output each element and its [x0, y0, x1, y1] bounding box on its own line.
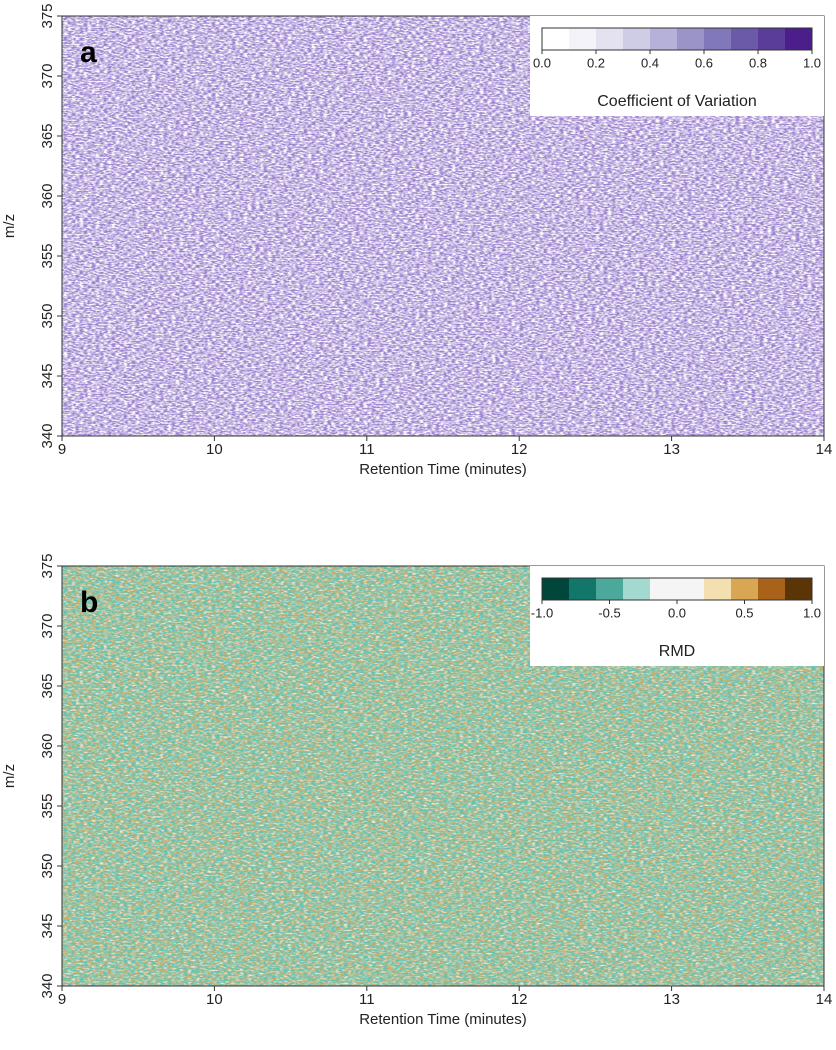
colorbar-bin [569, 578, 597, 600]
colorbar-bin [596, 28, 624, 50]
y-tick-label: 365 [39, 673, 56, 698]
x-tick-label: 11 [359, 991, 375, 1008]
y-tick-label: 340 [39, 973, 56, 998]
panel-label: b [80, 586, 98, 619]
x-tick-label: 14 [816, 441, 833, 458]
y-tick-label: 365 [39, 123, 56, 148]
y-tick-label: 360 [39, 183, 56, 208]
colorbar-bin [785, 578, 813, 600]
y-tick-label: 370 [39, 63, 56, 88]
plot-frame [61, 15, 825, 437]
colorbar-bin [704, 28, 732, 50]
colorbar-label: RMD [659, 643, 695, 660]
x-tick-label: 13 [663, 991, 680, 1008]
colorbar-tick-label: 1.0 [803, 605, 821, 620]
colorbar-bin [731, 28, 759, 50]
colorbar-bin [677, 578, 705, 600]
colorbar-bin [542, 578, 570, 600]
y-tick-label: 350 [39, 853, 56, 878]
colorbar-bin [623, 28, 651, 50]
x-tick-label: 10 [206, 441, 223, 458]
colorbar-tick-label: 0.0 [668, 605, 686, 620]
y-axis-label: m/z [1, 214, 18, 238]
x-axis-label: Retention Time (minutes) [359, 461, 527, 478]
colorbar-bin [731, 578, 759, 600]
y-tick-label: 375 [39, 553, 56, 578]
x-tick-label: 13 [663, 441, 680, 458]
x-tick-label: 11 [359, 441, 375, 458]
colorbar-bin [758, 578, 786, 600]
y-tick-label: 345 [39, 363, 56, 388]
y-tick-label: 355 [39, 243, 56, 268]
colorbar-tick-label: 0.5 [735, 605, 753, 620]
panel-label: a [80, 36, 97, 69]
y-tick-label: 340 [39, 423, 56, 448]
colorbar-bin [623, 578, 651, 600]
x-axis-label: Retention Time (minutes) [359, 1011, 527, 1028]
y-tick-label: 370 [39, 613, 56, 638]
colorbar-bin [758, 28, 786, 50]
colorbar-tick-label: 0.6 [695, 55, 713, 70]
colorbar-tick-label: 1.0 [803, 55, 821, 70]
colorbar-tick-label: 0.4 [641, 55, 659, 70]
colorbar-tick-label: -1.0 [531, 605, 553, 620]
x-tick-label: 12 [511, 441, 528, 458]
colorbar-bin [785, 28, 813, 50]
x-tick-label: 14 [816, 991, 833, 1008]
y-tick-label: 360 [39, 733, 56, 758]
x-tick-label: 9 [58, 441, 66, 458]
y-tick-label: 355 [39, 793, 56, 818]
panel: a 9 10 11 12 13 14 Retention Time (minutes) 340 3… [1, 3, 832, 477]
colorbar-bin [569, 28, 597, 50]
colorbar-tick-label: 0.8 [749, 55, 767, 70]
colorbar-bin [704, 578, 732, 600]
colorbar-tick-label: -0.5 [598, 605, 620, 620]
y-axis-label: m/z [1, 764, 18, 788]
panel: b 9 10 11 12 13 14 Retention Time (minutes) 340 3… [1, 553, 832, 1027]
y-tick-label: 345 [39, 913, 56, 938]
colorbar-bin [596, 578, 624, 600]
colorbar-bin [677, 28, 705, 50]
y-tick-label: 350 [39, 303, 56, 328]
plot-frame [61, 565, 825, 987]
y-tick-label: 375 [39, 3, 56, 28]
x-tick-label: 10 [206, 991, 223, 1008]
colorbar-tick-label: 0.2 [587, 55, 605, 70]
colorbar-label: Coefficient of Variation [597, 93, 757, 110]
colorbar-frame [541, 27, 813, 51]
x-tick-label: 12 [511, 991, 528, 1008]
colorbar-bin [542, 28, 570, 50]
colorbar-bin [650, 578, 678, 600]
colorbar-tick-label: 0.0 [533, 55, 551, 70]
x-tick-label: 9 [58, 991, 66, 1008]
colorbar-bin [650, 28, 678, 50]
